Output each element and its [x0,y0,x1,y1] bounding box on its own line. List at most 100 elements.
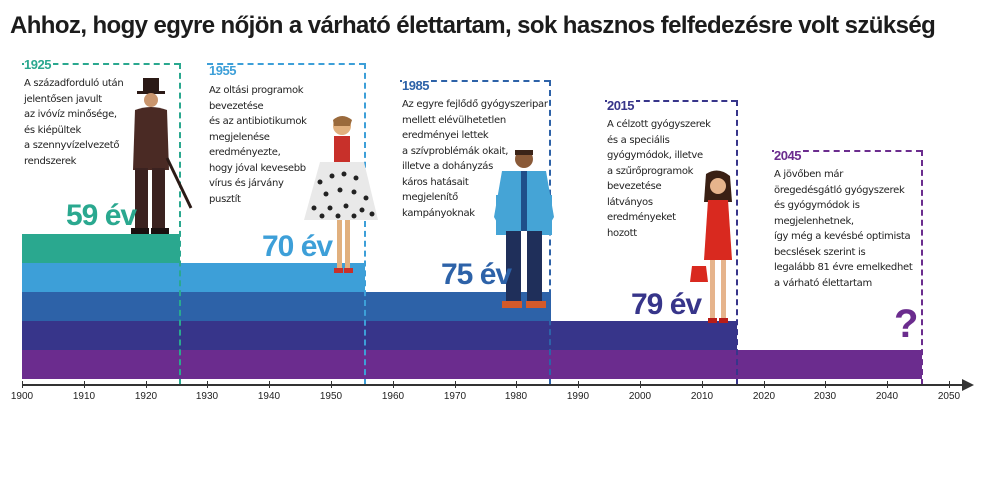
axis-tick [764,381,765,388]
axis-tick [331,381,332,388]
era-text-line: a szűrőprogramok [607,165,694,177]
stripe-2045 [22,350,922,379]
axis-tick-label: 1970 [443,391,467,402]
axis-tick-label: 1940 [257,391,281,402]
era-text-line: látványos [607,196,653,208]
axis-tick-label: 2040 [875,391,899,402]
era-text-line: jelentősen javult [24,93,102,105]
era-text-line: A célzott gyógyszerek [607,119,711,130]
life-expectancy-2045: ? [894,302,919,346]
era-text-line: eredményezte, [209,147,281,158]
man-1925-figure [131,78,193,234]
era-text-line: A jövőben már [774,169,844,180]
era-2015-text: A célzott gyógyszerek és a speciális gyó… [607,117,711,241]
axis-tick [393,381,394,388]
era-text-line: az ivóvíz minősége, [24,109,117,120]
era-1925-text: A századforduló után jelentősen javult a… [24,76,124,169]
era-1985-year: 1985 [402,78,431,93]
axis-tick-label: 2050 [937,391,961,402]
axis-arrow-icon [962,379,974,391]
axis-tick [640,381,641,388]
axis-tick-label: 1980 [504,391,528,402]
axis-tick [516,381,517,388]
woman-2015-figure [690,170,732,323]
era-text-line: eredményeket [607,212,676,223]
era-text-line: Az oltási programok [209,85,304,96]
era-text-line: a szennyvízelvezető [24,140,120,151]
era-1985-frame-top [400,80,550,82]
era-text-line: bevezetése [607,181,662,192]
axis-tick-label: 1920 [134,391,158,402]
era-text-line: rendszerek [24,155,77,167]
era-2015-frame-line [736,100,738,385]
era-2045-frame-top [772,150,922,152]
era-text-line: vírus és járvány [209,178,284,189]
axis-tick [146,381,147,388]
era-text-line: kampányoknak [402,207,475,219]
era-text-line: megjelenítő [402,192,458,203]
axis-tick-label: 2000 [628,391,652,402]
era-2045-text: A jövőben már öregedésgátló gyógyszerek … [774,167,913,291]
era-text-line: megjelenése [209,131,270,143]
era-text-line: A századforduló után [24,78,124,89]
axis-tick [22,381,23,388]
era-text-line: és gyógymódok is [774,200,860,211]
axis-tick [207,381,208,388]
axis-tick [455,381,456,388]
era-text-line: a szívproblémák okait, [402,145,509,157]
page-title: Ahhoz, hogy egyre nőjön a várható életta… [10,12,936,39]
era-text-line: gyógymódok, illetve [607,150,703,161]
era-2045-year: 2045 [774,148,803,163]
era-1925-year: 1925 [24,57,53,72]
era-1955-frame-line [364,63,366,385]
era-1955-frame-top [207,63,365,65]
axis-tick [887,381,888,388]
era-text-line: hozott [607,227,637,239]
era-text-line: Az egyre fejlődő gyógyszeripar [402,99,548,110]
life-expectancy-1925: 59 év [66,199,137,232]
era-text-line: öregedésgátló gyógyszerek [774,184,905,196]
era-text-line: becslések szerint is [774,246,866,258]
axis-tick [269,381,270,388]
axis-tick-label: 2030 [813,391,837,402]
era-text-line: illetve a dohányzás [402,161,494,172]
life-expectancy-2015: 79 év [631,288,702,321]
stripe-1955 [22,263,365,292]
life-expectancy-1985: 75 év [441,258,512,291]
axis-tick [702,381,703,388]
era-1955-year: 1955 [209,63,236,78]
axis-tick [578,381,579,388]
era-text-line: pusztít [209,193,241,205]
era-text-line: megjelenhetnek, [774,215,854,227]
era-text-line: káros hatásait [402,176,469,188]
stripe-2015 [22,321,737,350]
era-text-line: hogy jóval kevesebb [209,162,306,174]
era-2015-year: 2015 [607,98,636,113]
axis-tick-label: 1910 [72,391,96,402]
era-1985-text: Az egyre fejlődő gyógyszeripar mellett e… [402,97,548,221]
axis-tick-label: 1990 [566,391,590,402]
axis-tick [825,381,826,388]
woman-1955-figure [304,116,378,273]
axis-tick [84,381,85,388]
era-text-line: és az antibiotikumok [209,116,307,127]
era-1955-text: Az oltási programok bevezetése és az ant… [209,83,307,207]
era-2015-frame-top [605,100,737,102]
axis-tick [949,381,950,388]
era-text-line: és kiépültek [24,124,81,136]
axis-tick-label: 2020 [752,391,776,402]
era-text-line: bevezetése [209,100,264,112]
axis-tick-label: 1950 [319,391,343,402]
axis-tick-label: 2010 [690,391,714,402]
era-text-line: a várható élettartam [774,277,872,289]
era-text-line: és a speciális [607,134,670,146]
era-1925-frame-top [22,63,180,65]
axis-tick-label: 1900 [10,391,34,402]
axis-tick-label: 1960 [381,391,405,402]
stripe-1985 [22,292,551,321]
era-text-line: eredményei lettek [402,130,489,141]
era-text-line: így még a kevésbé optimista [774,231,911,242]
timeline-axis [22,384,964,386]
axis-tick-label: 1930 [195,391,219,402]
stripe-1925 [22,234,180,263]
